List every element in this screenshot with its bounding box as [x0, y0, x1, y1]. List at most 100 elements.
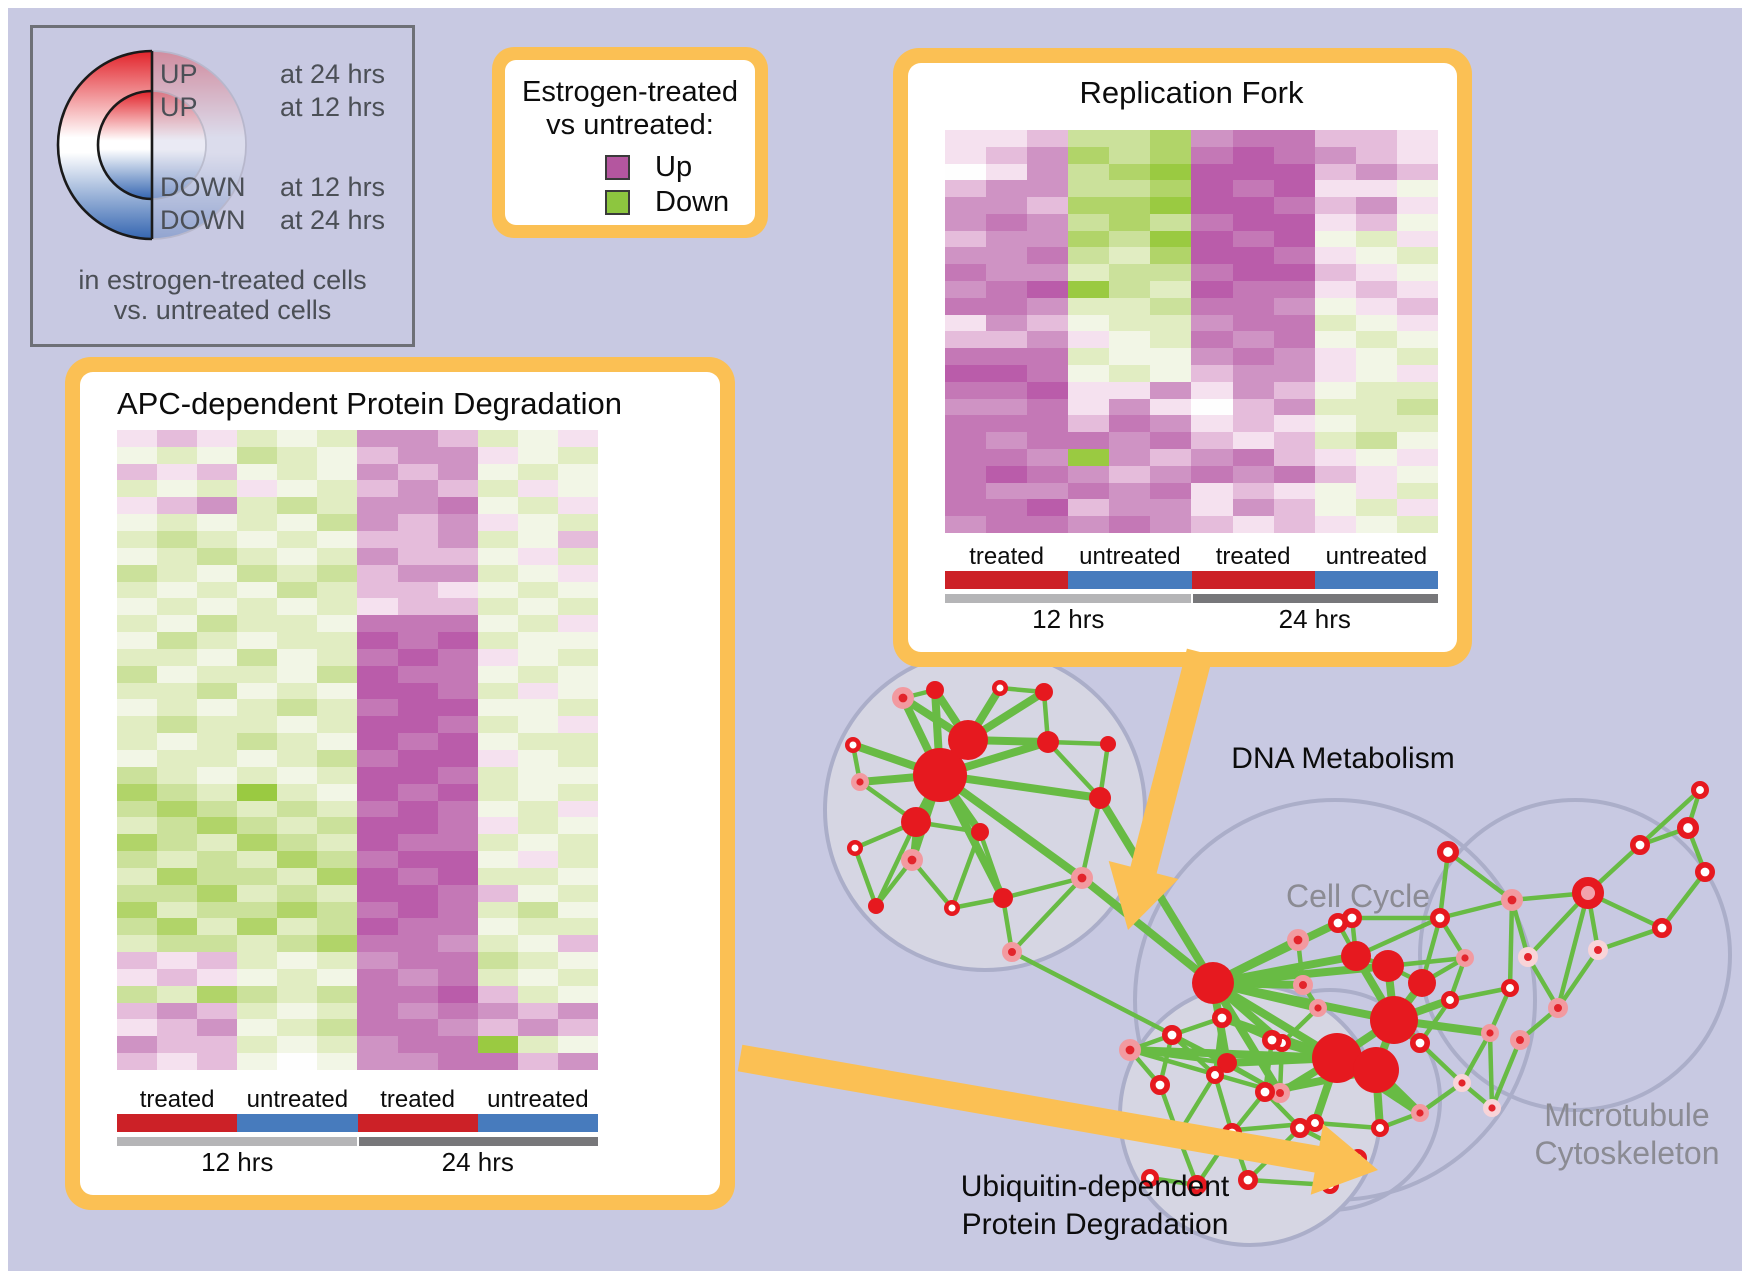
heatmap-cell	[477, 531, 518, 548]
heatmap-cell	[1355, 213, 1397, 231]
axis-condition-bar-segment	[117, 1114, 238, 1132]
heatmap-cell	[397, 733, 438, 750]
heatmap-cell	[477, 716, 518, 734]
heatmap-cell	[1396, 281, 1438, 298]
heatmap-cell	[517, 867, 558, 885]
heatmap-cell	[1068, 381, 1110, 399]
heatmap-cell	[117, 497, 158, 515]
heatmap-cell	[117, 749, 158, 767]
heatmap-cell	[1191, 415, 1233, 433]
network-node-ring	[1676, 817, 1699, 840]
axis-condition-bar	[117, 1114, 598, 1132]
heatmap-cell	[197, 564, 238, 582]
heatmap-cell	[1191, 247, 1233, 265]
heatmap-cell	[357, 783, 398, 801]
heatmap-cell	[945, 163, 987, 181]
heatmap-cell	[1068, 482, 1110, 500]
heatmap-cell	[237, 783, 278, 801]
heatmap-cell	[945, 281, 987, 298]
heatmap-cell	[357, 615, 398, 633]
heatmap-cell	[1109, 230, 1151, 248]
heatmap-cell	[945, 146, 987, 164]
heatmap-cell	[157, 716, 198, 734]
heatmap-cell	[237, 480, 278, 498]
heatmap-cell	[1232, 146, 1274, 164]
heatmap-cell	[357, 446, 398, 464]
heatmap-cell	[117, 834, 158, 852]
heatmap-cell	[437, 733, 478, 750]
network-edge	[852, 847, 879, 907]
heatmap-cell	[197, 480, 238, 498]
heatmap-cell	[1273, 281, 1315, 298]
heatmap-cell	[517, 1019, 558, 1037]
network-edge	[949, 831, 983, 909]
heatmap-cell	[397, 497, 438, 515]
heatmap-cell	[1068, 516, 1110, 533]
heatmap-cell	[277, 1002, 318, 1020]
heatmap-cell	[317, 716, 358, 734]
heatmap-cell	[1109, 163, 1151, 181]
heatmap-cell	[1355, 146, 1397, 164]
heatmap-cell	[437, 851, 478, 868]
up-label: Up	[655, 151, 693, 183]
heatmap-cell	[277, 547, 318, 565]
heatmap-cell	[197, 952, 238, 969]
heatmap-cell	[277, 867, 318, 885]
heatmap-cell	[1232, 516, 1274, 533]
heatmap-cell	[1027, 398, 1069, 416]
heatmap-cell	[357, 699, 398, 717]
network-node-lightpink-ring	[1518, 947, 1538, 967]
heatmap-cell	[117, 766, 158, 784]
network-edge	[1355, 915, 1441, 959]
heatmap-cell	[1314, 381, 1356, 399]
heatmap-cell	[986, 482, 1028, 500]
heatmap-cell	[357, 598, 398, 616]
heatmap-cell	[117, 884, 158, 902]
heatmap-cell	[1150, 465, 1192, 483]
heatmap-cell	[986, 331, 1028, 349]
heatmap-cell	[1396, 432, 1438, 450]
heatmap-cell	[1314, 197, 1356, 214]
heatmap-cell	[1150, 432, 1192, 450]
heatmap-cell	[197, 463, 238, 481]
heatmap-cell	[317, 665, 358, 683]
axis-time-bar-segment	[358, 1137, 598, 1146]
heatmap-cell	[1273, 348, 1315, 366]
heatmap-cell	[317, 733, 358, 750]
network-node-ring	[1238, 1170, 1259, 1191]
heatmap-cell	[197, 834, 238, 852]
replication-fork-panel-inner: Replication Fork treated untreated treated…	[908, 63, 1457, 652]
heatmap-cell	[1027, 465, 1069, 483]
heatmap-cell	[397, 935, 438, 953]
network-edge	[1002, 875, 1083, 901]
heatmap-cell	[986, 314, 1028, 332]
heatmap-cell	[397, 547, 438, 565]
heatmap-cell	[557, 446, 598, 464]
heatmap-cell	[1191, 381, 1233, 399]
heatmap-cell	[1150, 398, 1192, 416]
heatmap-cell	[317, 1036, 358, 1054]
heatmap-cell	[517, 531, 558, 548]
network-edge	[1129, 1047, 1281, 1096]
apc-panel-title: APC-dependent Protein Degradation	[117, 386, 622, 421]
heatmap-cell	[1150, 230, 1192, 248]
heatmap-cell	[357, 547, 398, 565]
heatmap-cell	[1068, 281, 1110, 298]
heatmap-cell	[157, 952, 198, 969]
heatmap-cell	[277, 851, 318, 868]
heatmap-cell	[1396, 499, 1438, 517]
axis-condition-bar-segment	[357, 1114, 478, 1132]
network-node-ring	[1162, 1025, 1183, 1046]
heatmap-cell	[1191, 331, 1233, 349]
heatmap-cell	[1068, 247, 1110, 265]
network-node-ring	[1410, 1033, 1431, 1054]
heatmap-cell	[1109, 314, 1151, 332]
heatmap-cell	[1355, 449, 1397, 466]
legend-caption-line1: in estrogen-treated cells	[78, 265, 367, 295]
heatmap-cell	[437, 1036, 478, 1054]
heatmap-cell	[517, 1053, 558, 1070]
heatmap-cell	[357, 884, 398, 902]
heatmap-cell	[1273, 449, 1315, 466]
heatmap-cell	[557, 918, 598, 936]
network-node-solid	[913, 748, 967, 802]
